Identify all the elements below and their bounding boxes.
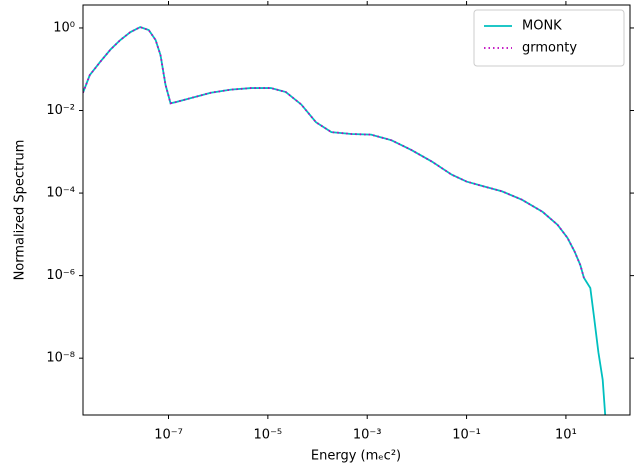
y-tick-label: 10⁻⁸ — [46, 351, 75, 366]
y-axis-label: Normalized Spectrum — [13, 140, 28, 281]
x-tick-label: 10⁻³ — [353, 428, 382, 443]
x-tick-label: 10⁻⁷ — [154, 428, 183, 443]
y-tick-label: 10⁻⁴ — [46, 186, 75, 201]
legend-label: grmonty — [522, 41, 577, 56]
x-axis-label: Energy (mₑc²) — [311, 449, 401, 464]
legend-box — [473, 9, 625, 67]
y-tick-label: 10⁻² — [46, 103, 75, 118]
y-tick-label: 10⁻⁶ — [46, 268, 75, 283]
series-line — [83, 26, 585, 278]
x-tick-label: 10⁻⁵ — [254, 428, 283, 443]
series-line — [83, 26, 607, 415]
x-tick-label: 10¹ — [555, 428, 577, 443]
y-tick-label: 10⁰ — [53, 20, 75, 35]
x-tick-label: 10⁻¹ — [452, 428, 481, 443]
plot-frame — [82, 4, 631, 416]
plot-area — [83, 26, 607, 415]
legend-label: MONK — [522, 19, 562, 34]
